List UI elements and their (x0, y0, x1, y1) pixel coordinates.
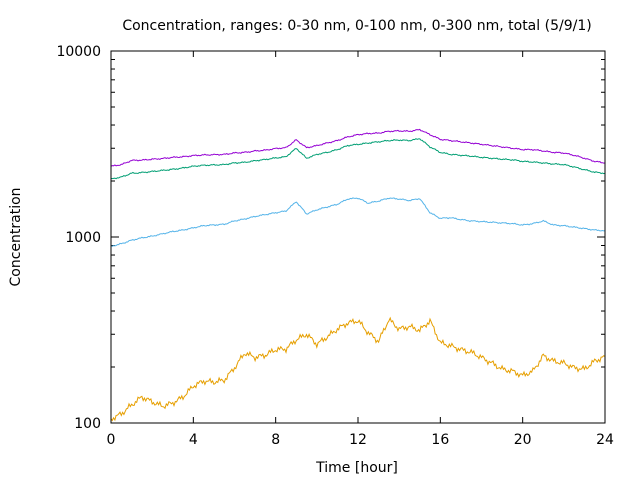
x-tick-label: 12 (349, 432, 367, 448)
series-group (110, 128, 606, 422)
series-line-3 (110, 197, 606, 247)
y-axis-label: Concentration (8, 187, 24, 286)
x-tick-label: 8 (271, 432, 280, 448)
axis-ticks: 0 4 8 12 16 20 24 100 1000 10000 (56, 44, 614, 448)
y-tick-label: 10000 (56, 44, 101, 60)
x-axis-label: Time [hour] (315, 460, 398, 476)
x-tick-label: 20 (514, 432, 532, 448)
plot-area-frame (110, 50, 606, 424)
x-tick-label: 24 (596, 432, 614, 448)
x-tick-label: 16 (431, 432, 449, 448)
x-tick-label: 4 (189, 432, 198, 448)
y-tick-label: 1000 (65, 230, 101, 246)
x-tick-label: 0 (107, 432, 116, 448)
series-line-2 (110, 138, 606, 180)
chart-title: Concentration, ranges: 0-30 nm, 0-100 nm… (122, 18, 591, 34)
y-tick-label: 100 (74, 416, 101, 432)
series-line-4 (110, 316, 606, 422)
series-line-1 (110, 128, 606, 167)
